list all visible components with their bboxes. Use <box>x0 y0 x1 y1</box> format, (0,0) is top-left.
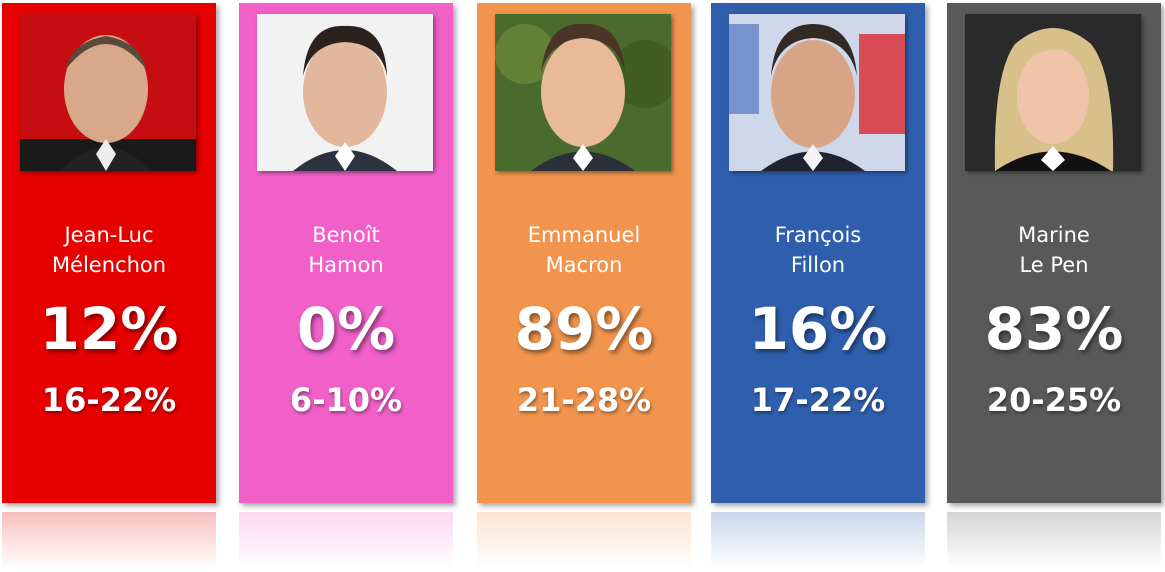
portrait-icon <box>965 14 1141 171</box>
candidate-percent: 89% <box>514 295 654 363</box>
candidate-first-name: Benoît <box>312 223 380 247</box>
candidate-percent: 0% <box>296 295 396 363</box>
candidate-poll-range: 20-25% <box>986 381 1122 419</box>
candidate-percent: 16% <box>748 295 888 363</box>
candidate-poll-range: 21-28% <box>516 381 652 419</box>
candidate-poll-range: 17-22% <box>750 381 886 419</box>
card-reflection <box>239 512 453 568</box>
portrait-icon <box>729 14 905 171</box>
candidate-photo <box>729 14 905 171</box>
candidate-last-name: Mélenchon <box>51 253 167 277</box>
candidate-first-name: Emmanuel <box>527 223 641 247</box>
card-reflection <box>477 512 691 568</box>
candidate-last-name: Le Pen <box>1019 253 1089 277</box>
candidate-photo <box>20 14 196 171</box>
candidate-card-le-pen: Marine Le Pen 83% 20-25% <box>947 3 1161 503</box>
candidate-card-hamon: Benoît Hamon 0% 6-10% <box>239 3 453 503</box>
portrait-icon <box>495 14 671 171</box>
candidate-photo <box>965 14 1141 171</box>
candidate-first-name: Marine <box>1018 223 1090 247</box>
card-reflection <box>2 512 216 568</box>
candidate-last-name: Fillon <box>790 253 846 277</box>
portrait-icon <box>257 14 433 171</box>
candidate-first-name: François <box>774 223 862 247</box>
candidate-last-name: Hamon <box>308 253 384 277</box>
candidate-card-macron: Emmanuel Macron 89% 21-28% <box>477 3 691 503</box>
portrait-icon <box>20 14 196 171</box>
candidate-first-name: Jean-Luc <box>64 223 154 247</box>
candidate-card-melenchon: Jean-Luc Mélenchon 12% 16-22% <box>2 3 216 503</box>
card-reflection <box>947 512 1161 568</box>
candidate-percent: 12% <box>39 295 179 363</box>
candidate-percent: 83% <box>984 295 1124 363</box>
candidate-last-name: Macron <box>545 253 623 277</box>
candidate-photo <box>257 14 433 171</box>
candidate-photo <box>495 14 671 171</box>
candidate-poll-range: 6-10% <box>289 381 403 419</box>
candidate-poll-range: 16-22% <box>41 381 177 419</box>
card-reflection <box>711 512 925 568</box>
candidate-card-fillon: François Fillon 16% 17-22% <box>711 3 925 503</box>
